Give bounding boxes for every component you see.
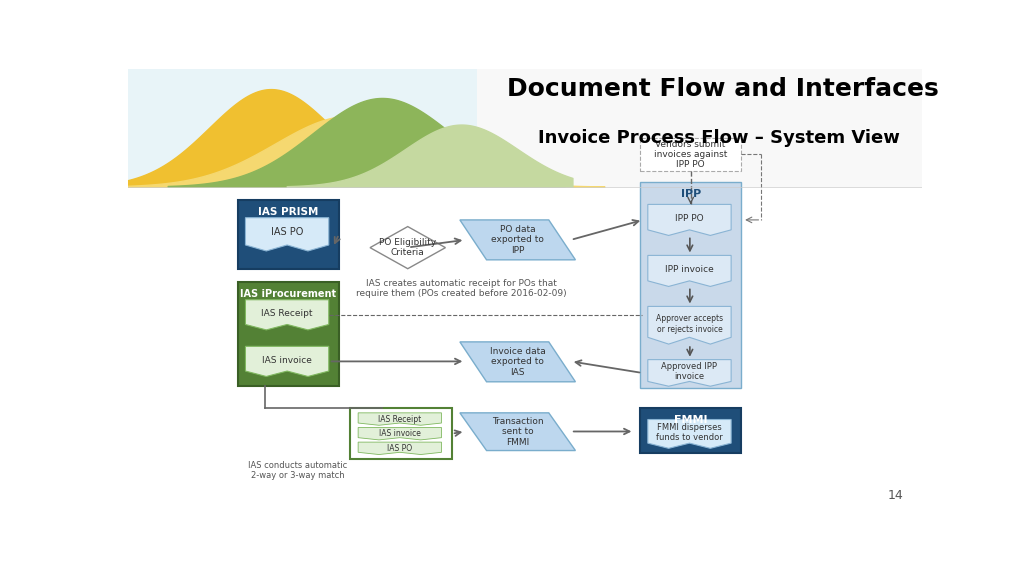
Text: IAS creates automatic receipt for POs that
require them (POs created before 2016: IAS creates automatic receipt for POs th…: [356, 279, 566, 298]
Text: Invoice Process Flow – System View: Invoice Process Flow – System View: [539, 129, 900, 147]
Polygon shape: [460, 220, 575, 260]
Bar: [640, 182, 741, 388]
Text: IAS Receipt: IAS Receipt: [378, 415, 422, 423]
Polygon shape: [648, 204, 731, 236]
Text: FMMI: FMMI: [674, 415, 708, 425]
Polygon shape: [358, 427, 441, 440]
Bar: [128, 187, 922, 513]
Bar: [128, 69, 922, 187]
Text: IPP: IPP: [681, 190, 700, 199]
Text: PO Eligibility
Criteria: PO Eligibility Criteria: [379, 238, 436, 257]
Text: IPP invoice: IPP invoice: [666, 265, 714, 274]
Text: PO data
exported to
IPP: PO data exported to IPP: [492, 225, 544, 255]
FancyBboxPatch shape: [640, 138, 741, 171]
Text: IAS conducts automatic
2-way or 3-way match: IAS conducts automatic 2-way or 3-way ma…: [248, 461, 347, 480]
Polygon shape: [648, 419, 731, 448]
Polygon shape: [358, 413, 441, 425]
Polygon shape: [648, 359, 731, 386]
Polygon shape: [648, 306, 731, 344]
Text: Approver accepts
or rejects invoice: Approver accepts or rejects invoice: [656, 314, 723, 334]
Text: IAS PO: IAS PO: [271, 227, 303, 237]
Text: 14: 14: [888, 488, 903, 502]
Bar: [238, 282, 339, 386]
Polygon shape: [460, 413, 575, 450]
Text: IAS Receipt: IAS Receipt: [261, 309, 313, 318]
Text: IAS invoice: IAS invoice: [262, 355, 312, 365]
Text: Document Flow and Interfaces: Document Flow and Interfaces: [507, 77, 939, 101]
Polygon shape: [648, 255, 731, 286]
Text: Transaction
sent to
FMMI: Transaction sent to FMMI: [492, 417, 544, 446]
Text: Vendors submit
invoices against
IPP PO: Vendors submit invoices against IPP PO: [654, 139, 727, 169]
Text: IAS PRISM: IAS PRISM: [258, 207, 318, 218]
Bar: [477, 69, 922, 187]
Polygon shape: [370, 226, 445, 268]
Text: IAS iProcurement: IAS iProcurement: [241, 289, 336, 299]
Bar: [238, 200, 339, 268]
Text: Approved IPP
invoice: Approved IPP invoice: [662, 362, 718, 381]
Text: IAS PO: IAS PO: [387, 444, 413, 453]
Text: IPP PO: IPP PO: [675, 214, 703, 223]
Polygon shape: [358, 442, 441, 454]
Bar: [640, 408, 741, 453]
Text: Invoice data
exported to
IAS: Invoice data exported to IAS: [489, 347, 546, 377]
Text: FMMI disperses
funds to vendor: FMMI disperses funds to vendor: [656, 423, 723, 442]
Polygon shape: [460, 342, 575, 382]
Bar: [350, 408, 452, 460]
Text: IAS invoice: IAS invoice: [379, 429, 421, 438]
Polygon shape: [246, 346, 329, 377]
Polygon shape: [246, 218, 329, 251]
Polygon shape: [246, 300, 329, 330]
